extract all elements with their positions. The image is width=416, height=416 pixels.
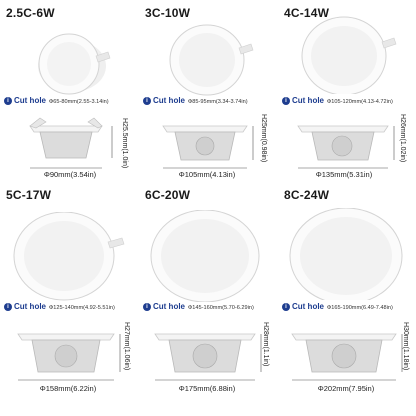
downlight-side-image [17, 333, 121, 381]
cut-hole-range: Φ105-120mm(4.13-4.72in) [326, 99, 393, 105]
model-title: 5C-17W [6, 188, 52, 202]
height-dimension: H27mm(1.06in) [123, 322, 130, 371]
cut-hole-range: Φ125-140mm(4.92-5.51in) [48, 305, 115, 311]
height-dimension: H26mm(1.02in) [399, 114, 406, 163]
model-title: 6C-20W [145, 188, 191, 202]
product-card-6w: 2.5C-6W i Cut hole Φ65-80mm(2.55-3.14in) … [0, 0, 138, 208]
info-icon: i [282, 303, 290, 312]
diameter-dimension: Φ158mm(6.22in) [39, 384, 97, 393]
info-icon: i [282, 97, 290, 106]
downlight-front-image [301, 16, 397, 94]
height-dimension: H30mm(1.18in) [402, 322, 409, 371]
height-dimension: H25mm(0.98in) [260, 114, 267, 163]
product-card-14w: 4C-14W i Cut hole Φ105-120mm(4.13-4.72in)… [278, 0, 416, 208]
model-title: 3C-10W [145, 6, 191, 20]
product-card-20w: 6C-20W i Cut hole Φ145-160mm(5.70-6.29in)… [139, 188, 277, 416]
downlight-side-image [162, 125, 254, 169]
product-card-24w: 8C-24W i Cut hole Φ165-190mm(6.49-7.48in)… [278, 188, 416, 416]
info-icon: i [4, 97, 12, 106]
diameter-dimension: Φ135mm(5.31in) [315, 170, 373, 179]
cut-hole-range: Φ65-80mm(2.55-3.14in) [48, 99, 109, 105]
downlight-side-image [29, 117, 113, 169]
diameter-dimension: Φ202mm(7.95in) [317, 384, 375, 393]
cut-hole-row: i Cut hole Φ165-190mm(6.49-7.48in) [282, 302, 393, 312]
cut-hole-row: i Cut hole Φ65-80mm(2.55-3.14in) [4, 96, 109, 106]
diameter-dimension: Φ105mm(4.13in) [178, 170, 236, 179]
downlight-front-image [38, 33, 111, 95]
model-title: 2.5C-6W [6, 6, 55, 20]
cut-hole-range: Φ145-160mm(5.70-6.29in) [187, 305, 254, 311]
cut-hole-row: i Cut hole Φ145-160mm(5.70-6.29in) [143, 302, 254, 312]
info-icon: i [143, 97, 151, 106]
cut-hole-range: Φ85-95mm(3.34-3.74in) [187, 99, 248, 105]
downlight-front-image [150, 210, 260, 302]
downlight-side-image [154, 333, 262, 381]
cut-hole-row: i Cut hole Φ85-95mm(3.34-3.74in) [143, 96, 248, 106]
cut-hole-row: i Cut hole Φ125-140mm(4.92-5.51in) [4, 302, 115, 312]
diameter-dimension: Φ90mm(3.54in) [43, 170, 97, 179]
downlight-side-image [291, 333, 403, 381]
info-icon: i [143, 303, 151, 312]
product-card-17w: 5C-17W i Cut hole Φ125-140mm(4.92-5.51in)… [0, 188, 138, 416]
height-dimension: H28mm(1.1in) [262, 322, 269, 367]
model-title: 8C-24W [284, 188, 330, 202]
downlight-front-image [169, 24, 254, 96]
info-icon: i [4, 303, 12, 312]
product-card-10w: 3C-10W i Cut hole Φ85-95mm(3.34-3.74in) H… [139, 0, 277, 208]
downlight-front-image [13, 212, 125, 301]
height-dimension: H25.5mm(1.0in) [121, 118, 128, 169]
cut-hole-range: Φ165-190mm(6.49-7.48in) [326, 305, 393, 311]
diameter-dimension: Φ175mm(6.88in) [178, 384, 236, 393]
model-title: 4C-14W [284, 6, 330, 20]
downlight-side-image [297, 125, 395, 169]
downlight-front-image [289, 208, 403, 300]
cut-hole-row: i Cut hole Φ105-120mm(4.13-4.72in) [282, 96, 393, 106]
